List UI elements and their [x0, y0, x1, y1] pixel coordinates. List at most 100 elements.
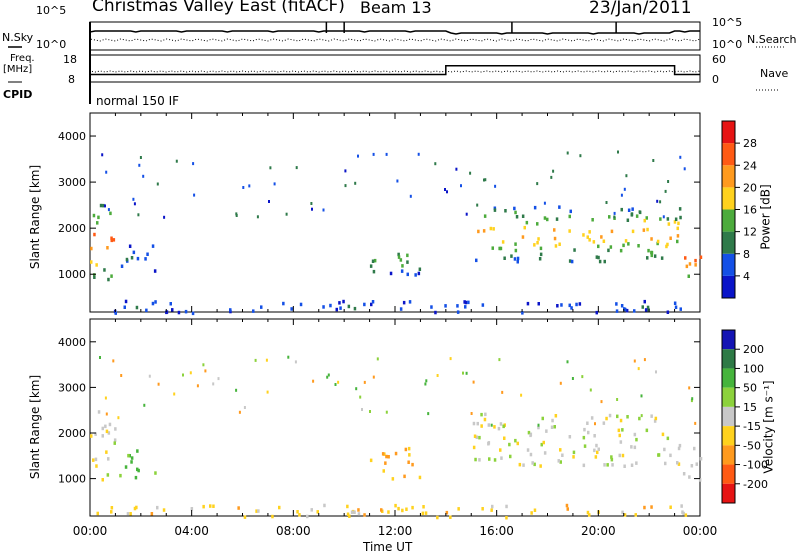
- power-panel-echo-5-49: [615, 302, 618, 306]
- power-panel-echo-0-18: [92, 213, 96, 218]
- power-panel-scatter-10: [269, 166, 272, 170]
- power-panel-ytick-label-0: 1000: [58, 268, 86, 281]
- velocity-panel-scatter-23: [372, 375, 375, 379]
- power-panel-echo-0-11: [110, 238, 113, 243]
- power-panel-echo-3-73: [647, 248, 650, 253]
- velocity-panel-echo-3-32: [472, 421, 476, 426]
- velocity-panel-scatter-11: [462, 371, 464, 375]
- velocity-panel-scatter-47: [427, 412, 430, 416]
- power-panel-echo-5-16: [335, 307, 338, 312]
- power-panel-scatter-16: [139, 156, 142, 159]
- power-panel-echo-0-13: [95, 263, 98, 267]
- power-panel-echo-3-18: [514, 210, 517, 215]
- velocity-scale-swatch-0: [722, 330, 735, 350]
- velocity-panel-echo-5-60: [346, 504, 349, 509]
- power-panel-echo-3-46: [514, 242, 517, 246]
- power-panel-scatter-20: [105, 170, 108, 174]
- velocity-scale-tick-label-2: 50: [743, 382, 757, 395]
- power-panel-echo-4-5: [684, 256, 687, 260]
- velocity-panel-echo-3-68: [529, 433, 532, 438]
- x-tick-label-2: 08:00: [276, 524, 311, 538]
- velocity-panel-echo-0-18: [94, 457, 98, 462]
- velocity-panel-echo-3-85: [497, 426, 501, 431]
- power-panel-echo-0-6: [103, 268, 106, 272]
- power-panel-echo-4-3: [685, 264, 689, 269]
- power-panel-echo-3-16: [586, 235, 589, 239]
- power-panel-echo-5-64: [171, 308, 174, 312]
- power-panel-echo-5-14: [444, 304, 447, 308]
- power-panel-echo-5-21: [633, 309, 636, 313]
- velocity-panel-echo-5-7: [209, 504, 212, 508]
- velocity-panel-ytick-label-0: 1000: [58, 473, 86, 486]
- velocity-panel-echo-4-4: [695, 462, 698, 466]
- velocity-panel-echo-5-51: [680, 504, 683, 508]
- velocity-panel-echo-5-53: [278, 505, 281, 510]
- power-panel-echo-3-83: [546, 217, 549, 222]
- velocity-panel-echo-5-18: [306, 514, 309, 519]
- velocity-panel-echo-3-103: [630, 463, 634, 467]
- power-panel-scatter-38: [476, 203, 479, 207]
- velocity-panel-scatter-4: [640, 414, 643, 418]
- velocity-panel-echo-5-4: [243, 515, 247, 519]
- power-panel-ytick-label-2: 3000: [58, 176, 86, 189]
- power-panel-scatter-24: [667, 180, 670, 183]
- power-panel-echo-3-31: [498, 246, 501, 251]
- power-panel-echo-3-94: [650, 253, 653, 258]
- power-panel-echo-3-66: [627, 242, 630, 246]
- velocity-panel-scatter-55: [189, 371, 192, 375]
- power-panel-echo-3-35: [619, 248, 623, 253]
- power-panel-echo-3-96: [650, 250, 654, 255]
- velocity-panel-echo-5-34: [348, 514, 351, 518]
- velocity-panel-echo-5-24: [110, 506, 114, 510]
- velocity-panel-echo-5-39: [298, 513, 301, 517]
- velocity-panel-echo-3-29: [633, 445, 637, 450]
- velocity-panel-echo-0-0: [90, 434, 93, 438]
- power-panel-echo-3-54: [645, 216, 648, 220]
- velocity-panel-echo-3-84: [608, 413, 612, 418]
- station-title: Christmas Valley East (fitACF): [92, 0, 345, 16]
- power-panel-echo-3-95: [646, 227, 649, 232]
- power-panel-echo-3-90: [609, 245, 613, 249]
- power-panel-scatter-35: [579, 154, 582, 158]
- power-panel-echo-3-72: [631, 229, 635, 234]
- velocity-panel-echo-3-91: [487, 442, 490, 446]
- power-panel-scatter-2: [354, 181, 357, 185]
- velocity-panel-echo-3-100: [586, 421, 589, 425]
- velocity-panel-echo-2-4: [407, 460, 410, 464]
- velocity-panel-echo-0-10: [95, 464, 98, 468]
- freq-label: Freq.: [10, 53, 35, 64]
- velocity-panel-echo-3-61: [499, 422, 503, 426]
- velocity-panel-echo-3-1: [493, 458, 497, 462]
- velocity-panel-echo-1-2: [130, 456, 134, 460]
- power-panel-echo-3-2: [620, 207, 623, 212]
- power-panel-scatter-31: [285, 212, 288, 216]
- velocity-panel-echo-3-16: [594, 455, 598, 459]
- power-panel-echo-3-38: [501, 240, 505, 244]
- power-panel-echo-5-17: [154, 300, 157, 304]
- velocity-panel-scatter-26: [238, 410, 241, 414]
- velocity-panel-echo-3-38: [568, 435, 572, 439]
- freq-tick-high: 18: [63, 53, 77, 66]
- velocity-panel-echo-3-22: [476, 421, 479, 426]
- velocity-panel-scatter-49: [470, 412, 473, 415]
- velocity-panel-echo-1-5: [137, 468, 140, 473]
- power-panel-echo-3-47: [637, 244, 640, 248]
- power-panel-echo-1-7: [153, 269, 157, 273]
- velocity-panel-echo-3-99: [478, 458, 481, 462]
- power-panel-echo-3-14: [667, 222, 671, 226]
- velocity-panel-scatter-36: [334, 383, 337, 386]
- power-panel-echo-3-97: [642, 228, 646, 232]
- power-panel-scatter-64: [617, 150, 619, 154]
- power-scale-swatch-1: [722, 253, 735, 276]
- power-panel-echo-1-10: [128, 244, 132, 248]
- velocity-panel-scatter-53: [490, 423, 493, 427]
- velocity-scale-tick-label-4: -15: [743, 420, 761, 433]
- velocity-panel-echo-3-37: [539, 464, 542, 468]
- velocity-scale-tick-label-6: -100: [743, 459, 768, 472]
- velocity-panel-echo-5-35: [669, 505, 672, 509]
- power-panel-echo-1-9: [146, 252, 149, 256]
- velocity-panel-echo-1-4: [134, 475, 138, 480]
- velocity-panel-scatter-0: [640, 394, 643, 398]
- power-panel-echo-3-48: [525, 220, 529, 225]
- power-panel-echo-3-17: [603, 259, 606, 264]
